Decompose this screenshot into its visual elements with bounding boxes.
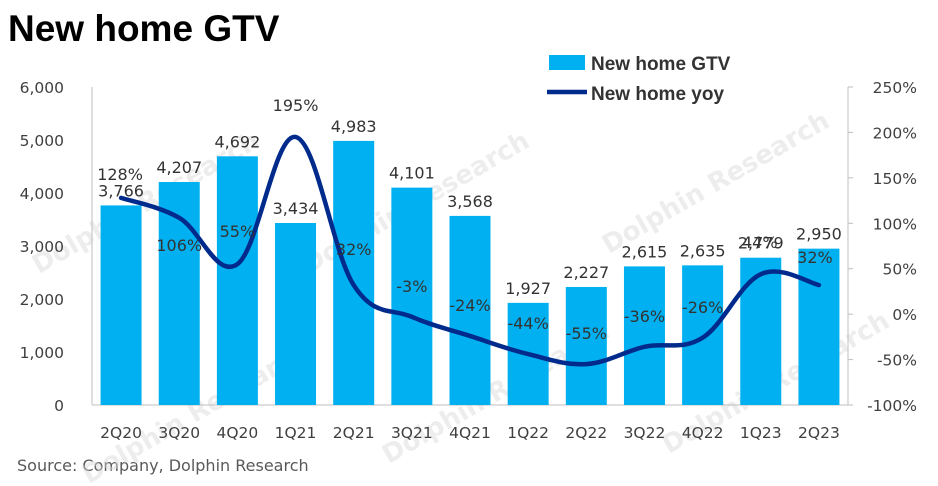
- x-tick-label: 3Q22: [624, 424, 666, 442]
- legend-label-line: New home yoy: [591, 84, 724, 105]
- yoy-value-label: 55%: [220, 222, 256, 241]
- y-right-tick-label: 200%: [873, 124, 917, 142]
- bar-value-label: 3,766: [98, 181, 144, 200]
- bar: [565, 286, 607, 405]
- yoy-value-label: -44%: [507, 314, 548, 333]
- bar-value-label: 4,101: [389, 164, 435, 183]
- x-tick-label: 4Q21: [449, 424, 491, 442]
- bar: [100, 205, 142, 405]
- x-tick-label: 4Q20: [216, 424, 258, 442]
- line-series: [118, 134, 822, 367]
- yoy-value-label: -36%: [624, 307, 665, 326]
- chart-title: New home GTV: [8, 8, 280, 49]
- x-tick-label: 2Q23: [798, 424, 840, 442]
- yoy-value-label: 44%: [742, 233, 778, 252]
- yoy-line: [118, 134, 822, 367]
- yoy-value-label: 128%: [97, 165, 143, 184]
- bar-value-label: 3,434: [273, 199, 319, 218]
- yoy-value-label: -3%: [396, 277, 427, 296]
- bar-value-label: 4,983: [331, 117, 377, 136]
- x-tick-label: 1Q22: [507, 424, 549, 442]
- x-tick-label: 3Q20: [158, 424, 200, 442]
- x-tick-label: 4Q22: [682, 424, 724, 442]
- bar: [449, 215, 491, 405]
- bar: [391, 187, 433, 405]
- bar-labels: 3,766 4,207 4,692 3,434 4,983 4,101 3,568 1,927…: [98, 117, 842, 298]
- bar: [740, 257, 782, 405]
- x-tick-label: 3Q21: [391, 424, 433, 442]
- bar-value-label: 2,615: [622, 242, 668, 261]
- y-left-tick-label: 2,000: [20, 291, 64, 309]
- y-right-tick-label: -100%: [867, 397, 917, 415]
- y-right-tick-label: 250%: [873, 79, 917, 97]
- bar-series: [100, 140, 840, 405]
- axes: 0 1,000 2,000 3,000 4,000 5,000 6,000 -100% -50%…: [20, 79, 917, 415]
- legend: New home GTV New home yoy: [547, 54, 731, 105]
- x-tick-label: 2Q20: [100, 424, 142, 442]
- x-tick-label: 2Q21: [333, 424, 375, 442]
- yoy-value-label: 106%: [156, 236, 202, 255]
- yoy-value-label: -24%: [449, 296, 490, 315]
- bar-value-label: 4,207: [156, 158, 202, 177]
- source-note: Source: Company, Dolphin Research: [17, 456, 309, 475]
- x-axis-ticks: 2Q20 3Q20 4Q20 1Q21 2Q21 3Q21 4Q21 1Q22 2Q22 3Q22…: [100, 424, 840, 442]
- y-left-tick-label: 3,000: [20, 238, 64, 256]
- bar: [623, 266, 665, 405]
- bar-value-label: 4,692: [214, 132, 260, 151]
- yoy-value-label: 32%: [797, 248, 833, 267]
- x-tick-label: 1Q23: [740, 424, 782, 442]
- bar-value-label: 2,635: [680, 241, 726, 260]
- y-right-tick-label: -50%: [877, 352, 917, 370]
- x-tick-label: 1Q21: [275, 424, 317, 442]
- bar: [275, 222, 317, 405]
- line-labels: 128% 106% 55% 195% 32% -3% -24% -44% -55% -36% -26…: [97, 96, 833, 343]
- yoy-value-label: -26%: [682, 298, 723, 317]
- y-left-tick-label: 5,000: [20, 132, 64, 150]
- bar: [333, 140, 375, 405]
- y-left-tick-label: 0: [54, 397, 64, 415]
- bar-value-label: 3,568: [447, 192, 493, 211]
- bar-value-label: 1,927: [505, 279, 551, 298]
- bar: [798, 248, 840, 405]
- yoy-value-label: -55%: [566, 324, 607, 343]
- x-tick-label: 2Q22: [565, 424, 607, 442]
- y-right-tick-label: 100%: [873, 215, 917, 233]
- legend-label-bar: New home GTV: [591, 54, 731, 75]
- y-right-tick-label: 50%: [883, 261, 917, 279]
- yoy-value-label: 32%: [336, 240, 372, 259]
- y-left-tick-label: 4,000: [20, 185, 64, 203]
- y-right-tick-label: 150%: [873, 170, 917, 188]
- y-left-tick-label: 1,000: [20, 344, 64, 362]
- bar-value-label: 2,779: [738, 234, 784, 253]
- bar-value-label: 2,227: [563, 263, 609, 282]
- y-right-tick-label: 0%: [892, 306, 917, 324]
- bar: [216, 156, 258, 405]
- yoy-value-label: 195%: [273, 96, 319, 115]
- bar-value-label: 2,950: [796, 225, 842, 244]
- y-left-tick-label: 6,000: [20, 79, 64, 97]
- legend-swatch-bar: [549, 55, 585, 70]
